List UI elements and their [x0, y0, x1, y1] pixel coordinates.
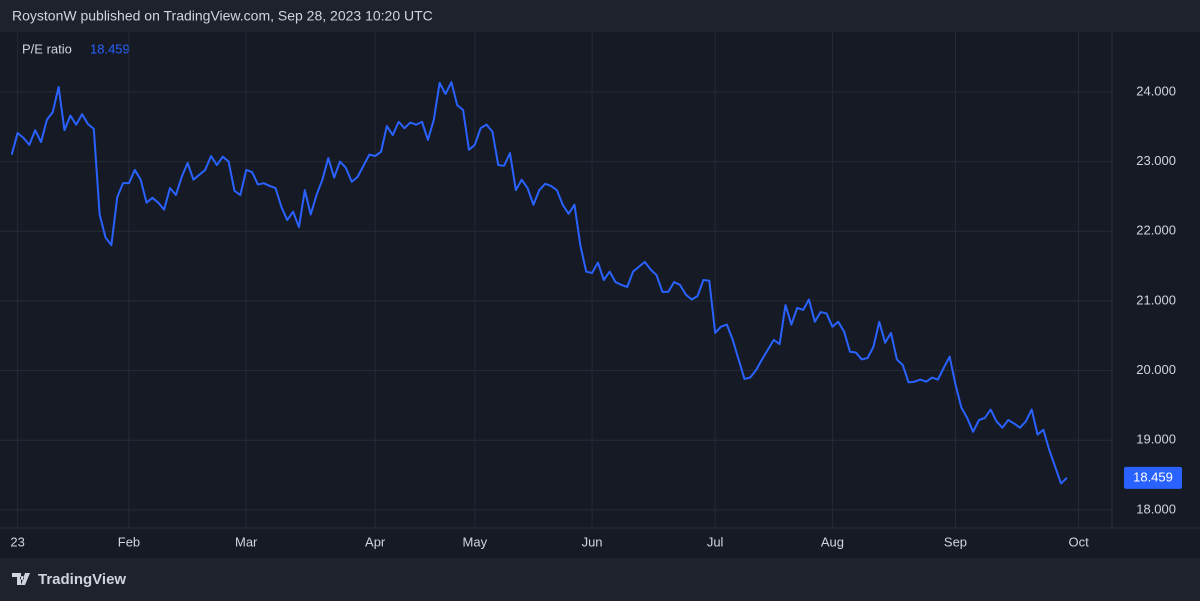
x-tick-label: Oct: [1068, 534, 1089, 549]
legend-name: P/E ratio: [22, 41, 72, 56]
header: RoystonW published on TradingView.com, S…: [12, 8, 433, 24]
legend-value: 18.459: [90, 41, 130, 56]
x-tick-label: Feb: [118, 534, 140, 549]
y-tick-label: 20.000: [1136, 362, 1176, 377]
x-tick-label: Apr: [365, 534, 386, 549]
last-price-label: 18.459: [1133, 469, 1173, 484]
chart-pane: [0, 32, 1200, 558]
x-tick-label: Jul: [707, 534, 724, 549]
y-tick-label: 18.000: [1136, 501, 1176, 516]
x-tick-label: Sep: [944, 534, 967, 549]
series-line: [10, 81, 1068, 485]
x-tick-label: 23: [10, 534, 24, 549]
last-price-box: [1124, 466, 1182, 489]
x-tick-label: Aug: [821, 534, 844, 549]
y-tick-label: 19.000: [1136, 432, 1176, 447]
y-tick-label: 21.000: [1136, 292, 1176, 307]
x-tick-label: Mar: [235, 534, 258, 549]
footer: TradingView: [38, 571, 126, 588]
y-tick-label: 23.000: [1136, 153, 1176, 168]
logo: [12, 573, 30, 585]
x-tick-label: May: [463, 534, 488, 549]
y-tick-label: 24.000: [1136, 83, 1176, 98]
y-tick-label: 22.000: [1136, 223, 1176, 238]
x-tick-label: Jun: [582, 534, 603, 549]
